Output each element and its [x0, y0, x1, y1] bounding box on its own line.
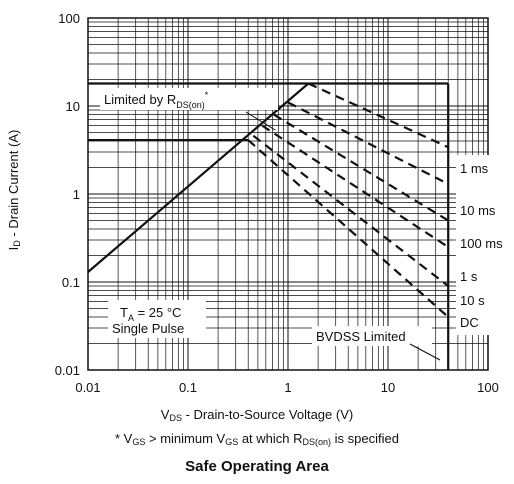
x-tick-label: 0.01 — [75, 380, 100, 395]
curve-label-10ms: 10 ms — [460, 203, 496, 218]
series-lines — [87, 82, 449, 318]
curve-labels-bg — [456, 155, 512, 335]
x-tick-label: 0.1 — [179, 380, 197, 395]
rds-leader-line — [245, 111, 276, 131]
curve-label-10s: 10 s — [460, 293, 485, 308]
series-line-0 — [87, 82, 310, 273]
limit-lines — [88, 82, 450, 370]
series-line-5 — [252, 134, 449, 287]
bvdss-leader-line — [409, 343, 441, 361]
y-tick-label: 0.1 — [62, 275, 80, 290]
ta-label-bg — [108, 300, 206, 338]
bvdss-label: BVDSS Limited — [316, 329, 406, 344]
series-line-3 — [273, 113, 449, 222]
chart-caption: Safe Operating Area — [185, 458, 329, 475]
curve-label-1ms: 1 ms — [460, 161, 489, 176]
series-line-4 — [261, 124, 449, 248]
tick-labels: 0.01 0.1 1 10 100 0.01 0.1 1 10 100 — [55, 11, 499, 395]
y-tick-label: 100 — [58, 11, 80, 26]
rds-limit-label: Limited by RDS(on)* — [104, 90, 209, 110]
soa-chart: 0.01 0.1 1 10 100 0.01 0.1 1 10 100 Limited by RD… — [54, 11, 512, 395]
footnote: * VGS > minimum VGS at which RDS(on) is … — [115, 431, 399, 447]
rds-label-bg — [100, 88, 278, 110]
y-tick-label: 0.01 — [55, 363, 80, 378]
annotations: Limited by RDS(on)* TA = 25 °C Single Pu… — [100, 88, 512, 361]
x-tick-label: 1 — [284, 380, 291, 395]
x-axis-label: VDS - Drain-to-Source Voltage (V) — [160, 407, 354, 423]
x-tick-label: 100 — [477, 380, 499, 395]
series-line-1 — [307, 82, 449, 149]
x-tick-label: 10 — [381, 380, 395, 395]
bvdss-label-bg — [312, 326, 432, 346]
curve-label-100ms: 100 ms — [460, 236, 503, 251]
pulse-label: Single Pulse — [112, 321, 184, 336]
y-tick-label: 1 — [73, 187, 80, 202]
ta-label: TA = 25 °C — [120, 305, 181, 323]
curve-label-dc: DC — [460, 315, 479, 330]
curve-label-1s: 1 s — [460, 269, 478, 284]
y-axis-label: ID - Drain Current (A) — [6, 129, 22, 251]
y-tick-label: 10 — [66, 99, 80, 114]
